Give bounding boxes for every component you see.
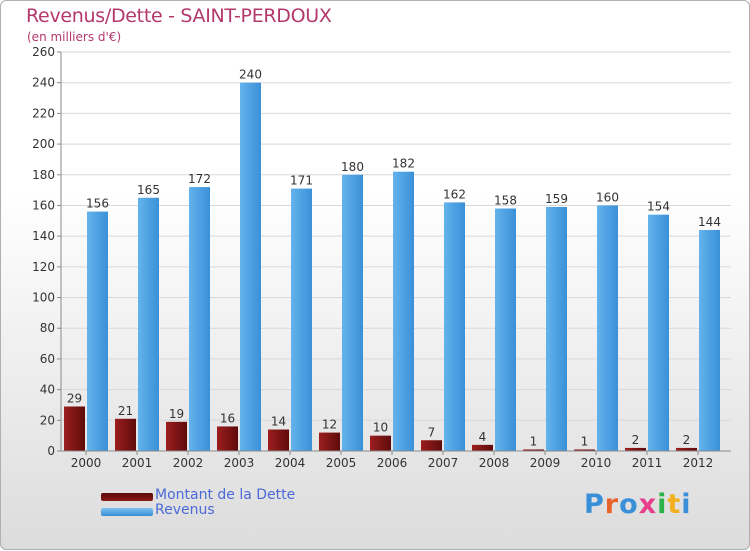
bar-debt [472, 444, 493, 451]
logo-letter: x [638, 489, 658, 520]
data-label-revenus: 182 [392, 157, 415, 171]
logo-letter: i [657, 489, 668, 520]
data-label-debt: 21 [118, 404, 133, 418]
y-tick-label: 120 [32, 260, 55, 274]
data-label-debt: 2 [683, 433, 691, 447]
y-tick-label: 20 [40, 413, 55, 427]
y-tick-label: 260 [32, 45, 55, 59]
bar-debt [115, 418, 136, 451]
bar-revenus [495, 208, 516, 451]
bar-revenus [648, 214, 669, 451]
bar-debt [625, 447, 646, 451]
x-tick-label: 2005 [326, 456, 357, 470]
logo-letter: r [604, 489, 620, 520]
y-tick-label: 0 [47, 444, 55, 458]
data-label-revenus: 240 [239, 68, 262, 82]
data-label-debt: 4 [479, 430, 487, 444]
bar-revenus [597, 205, 618, 451]
bar-debt [217, 426, 238, 451]
bar-revenus [342, 174, 363, 451]
logo-letter: i [681, 489, 692, 520]
data-label-debt: 14 [271, 415, 286, 429]
data-label-debt: 19 [169, 407, 184, 421]
data-label-revenus: 160 [596, 190, 619, 204]
x-tick-label: 2012 [683, 456, 714, 470]
y-tick-label: 160 [32, 198, 55, 212]
data-label-revenus: 172 [188, 172, 211, 186]
data-label-revenus: 158 [494, 194, 517, 208]
x-tick-label: 2007 [428, 456, 459, 470]
logo-letter: o [619, 489, 639, 520]
bar-revenus [699, 230, 720, 451]
bar-debt [523, 449, 544, 451]
x-tick-label: 2008 [479, 456, 510, 470]
y-tick-label: 60 [40, 352, 55, 366]
data-label-revenus: 156 [86, 197, 109, 211]
data-label-debt: 2 [632, 433, 640, 447]
legend-label-revenus: Revenus [155, 502, 215, 518]
bar-debt [370, 435, 391, 451]
y-tick-label: 80 [40, 321, 55, 335]
y-tick-label: 100 [32, 291, 55, 305]
bar-revenus [138, 197, 159, 451]
bar-debt [421, 440, 442, 451]
bar-revenus [291, 188, 312, 452]
bar-revenus [87, 211, 108, 451]
chart-subtitle: (en milliers d'€) [27, 30, 122, 44]
bar-debt [268, 429, 289, 451]
bar-revenus [444, 202, 465, 451]
data-label-revenus: 144 [698, 215, 721, 229]
bar-debt [574, 449, 595, 451]
data-label-debt: 16 [220, 411, 235, 425]
bar-debt [166, 421, 187, 451]
y-tick-label: 240 [32, 76, 55, 90]
logo-letter: t [667, 489, 682, 520]
x-tick-label: 2000 [71, 456, 102, 470]
x-tick-label: 2001 [122, 456, 153, 470]
x-tick-label: 2009 [530, 456, 561, 470]
proxiti-logo: Proxiti [584, 489, 692, 520]
x-tick-label: 2010 [581, 456, 612, 470]
data-label-revenus: 180 [341, 160, 364, 174]
legend-swatch-revenus [101, 508, 153, 516]
y-tick-label: 220 [32, 106, 55, 120]
chart-title: Revenus/Dette - SAINT-PERDOUX [26, 5, 332, 27]
bar-revenus [393, 171, 414, 451]
data-label-debt: 1 [581, 434, 589, 448]
bar-revenus [189, 187, 210, 452]
label-layer: 2915620002116520011917220021624020031417… [67, 68, 721, 470]
data-label-revenus: 171 [290, 174, 313, 188]
data-label-debt: 7 [428, 425, 436, 439]
bar-debt [319, 432, 340, 451]
bar-revenus [546, 206, 567, 451]
legend-swatch-dette [101, 493, 153, 501]
data-label-debt: 29 [67, 391, 82, 405]
logo-letter: P [584, 489, 605, 520]
bar-layer [64, 82, 720, 452]
x-tick-label: 2002 [173, 456, 204, 470]
data-label-debt: 1 [530, 434, 538, 448]
data-label-revenus: 154 [647, 200, 670, 214]
data-label-debt: 10 [373, 421, 388, 435]
data-label-revenus: 162 [443, 187, 466, 201]
data-label-revenus: 165 [137, 183, 160, 197]
x-tick-label: 2006 [377, 456, 408, 470]
y-tick-label: 40 [40, 383, 55, 397]
bar-debt [64, 406, 85, 451]
legend-label-dette: Montant de la Dette [155, 487, 296, 503]
y-tick-label: 200 [32, 137, 55, 151]
bar-debt [676, 447, 697, 451]
x-tick-label: 2011 [632, 456, 663, 470]
data-label-revenus: 159 [545, 192, 568, 206]
data-label-debt: 12 [322, 418, 337, 432]
y-tick-label: 180 [32, 168, 55, 182]
grid-layer: 0 20 40 60 80 100 120 140 160 180 200 220 240 260 [32, 45, 731, 458]
x-tick-label: 2003 [224, 456, 255, 470]
x-tick-label: 2004 [275, 456, 306, 470]
bar-revenus [240, 82, 261, 451]
y-tick-label: 140 [32, 229, 55, 243]
